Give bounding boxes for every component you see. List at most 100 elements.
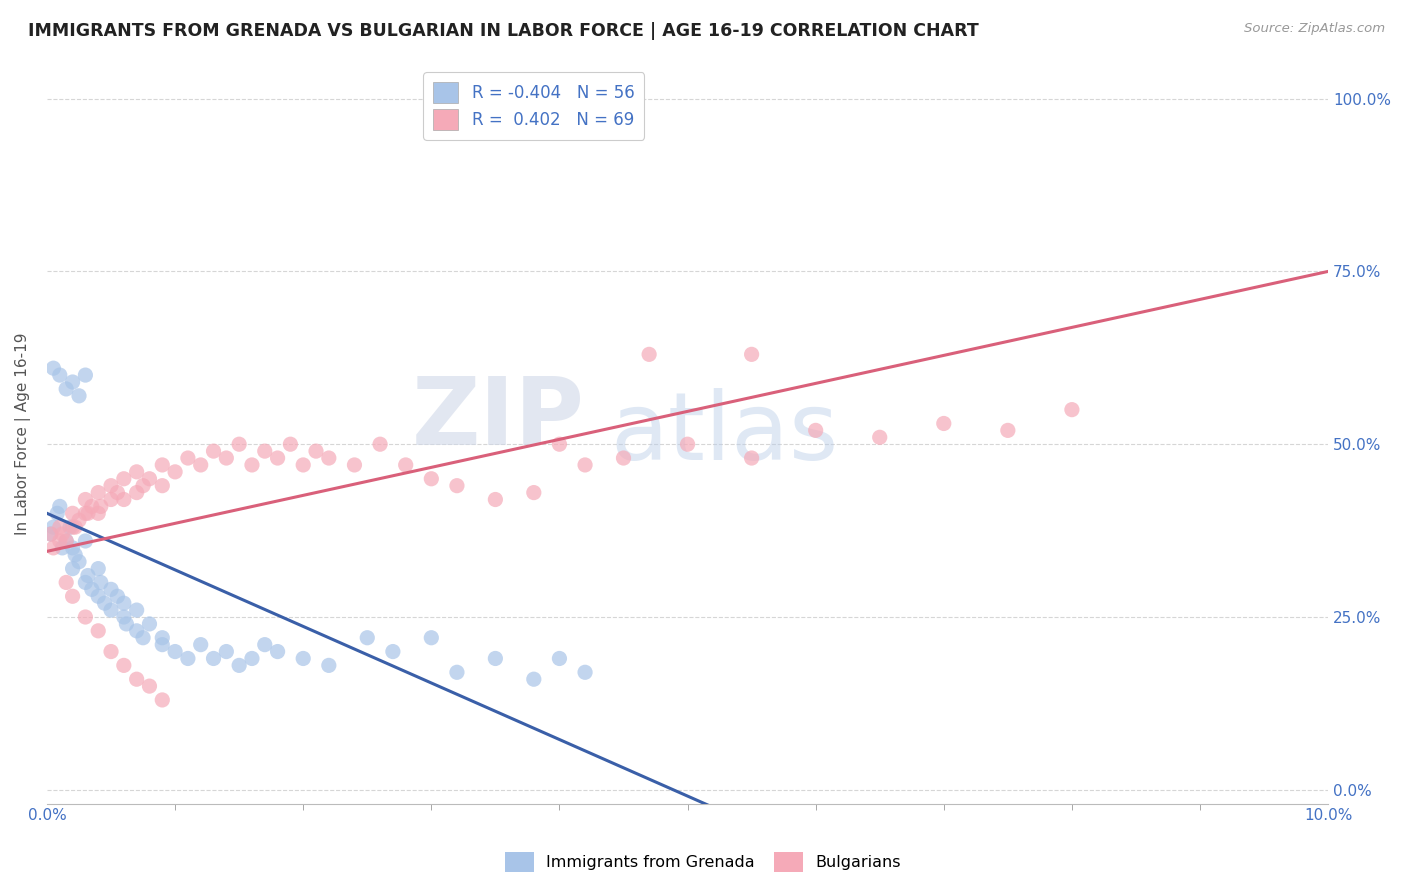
Point [150, 638, 173, 652]
Point [90, 500, 112, 514]
Point [100, 478, 122, 492]
Point [51, 527, 73, 541]
Text: Source: ZipAtlas.com: Source: ZipAtlas.com [1244, 22, 1385, 36]
Point [318, 658, 340, 673]
Point [305, 444, 328, 458]
Point [484, 492, 506, 507]
Point [115, 616, 138, 631]
Point [638, 347, 661, 361]
Point [177, 450, 200, 465]
Point [484, 651, 506, 665]
Point [55, 533, 77, 548]
Point [804, 423, 827, 437]
Point [240, 458, 263, 472]
Point [381, 644, 404, 658]
Point [39, 527, 62, 541]
Point [177, 651, 200, 665]
Point [548, 437, 571, 451]
Point [523, 485, 546, 500]
Point [107, 485, 129, 500]
Point [132, 631, 155, 645]
Point [112, 658, 135, 673]
Point [150, 631, 173, 645]
Point [228, 437, 250, 451]
Point [132, 478, 155, 492]
Point [55, 575, 77, 590]
Point [51, 541, 73, 555]
Point [215, 644, 238, 658]
Point [741, 450, 763, 465]
Point [49, 520, 72, 534]
Point [62, 561, 84, 575]
Point [49, 368, 72, 383]
Point [343, 458, 366, 472]
Point [741, 347, 763, 361]
Point [420, 631, 443, 645]
Point [90, 575, 112, 590]
Point [55, 533, 77, 548]
Point [202, 444, 225, 458]
Point [574, 458, 596, 472]
Point [77, 506, 100, 520]
Point [112, 492, 135, 507]
Point [87, 485, 110, 500]
Point [395, 458, 418, 472]
Y-axis label: In Labor Force | Age 16-19: In Labor Force | Age 16-19 [15, 333, 31, 535]
Point [150, 458, 173, 472]
Point [997, 423, 1019, 437]
Point [125, 465, 148, 479]
Point [55, 382, 77, 396]
Point [138, 679, 160, 693]
Point [253, 444, 276, 458]
Point [67, 513, 90, 527]
Point [87, 506, 110, 520]
Point [100, 644, 122, 658]
Point [292, 651, 315, 665]
Point [80, 500, 103, 514]
Point [138, 616, 160, 631]
Point [100, 582, 122, 597]
Point [42, 541, 65, 555]
Point [165, 644, 187, 658]
Point [112, 472, 135, 486]
Point [87, 624, 110, 638]
Point [42, 520, 65, 534]
Point [75, 368, 97, 383]
Point [62, 589, 84, 603]
Point [112, 610, 135, 624]
Point [49, 533, 72, 548]
Text: ZIP: ZIP [412, 373, 585, 465]
Point [42, 361, 65, 376]
Point [125, 672, 148, 686]
Text: IMMIGRANTS FROM GRENADA VS BULGARIAN IN LABOR FORCE | AGE 16-19 CORRELATION CHAR: IMMIGRANTS FROM GRENADA VS BULGARIAN IN … [28, 22, 979, 40]
Point [93, 596, 115, 610]
Point [62, 506, 84, 520]
Point [87, 561, 110, 575]
Point [75, 533, 97, 548]
Point [125, 485, 148, 500]
Point [125, 624, 148, 638]
Point [87, 589, 110, 603]
Point [446, 478, 468, 492]
Point [318, 450, 340, 465]
Point [80, 582, 103, 597]
Point [75, 506, 97, 520]
Point [67, 555, 90, 569]
Point [100, 603, 122, 617]
Point [420, 472, 443, 486]
Point [39, 527, 62, 541]
Point [138, 472, 160, 486]
Point [228, 658, 250, 673]
Point [77, 568, 100, 582]
Point [75, 575, 97, 590]
Point [62, 520, 84, 534]
Point [1060, 402, 1083, 417]
Point [100, 492, 122, 507]
Point [676, 437, 699, 451]
Point [150, 478, 173, 492]
Point [107, 589, 129, 603]
Point [253, 638, 276, 652]
Point [869, 430, 891, 444]
Point [63, 548, 86, 562]
Point [292, 458, 315, 472]
